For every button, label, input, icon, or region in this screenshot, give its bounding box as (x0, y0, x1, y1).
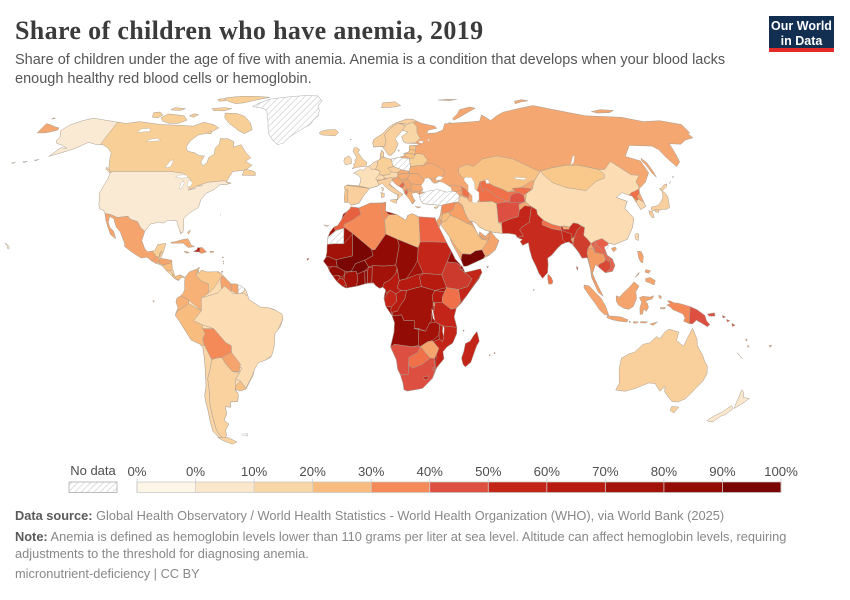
svg-text:30%: 30% (358, 464, 385, 479)
svg-text:90%: 90% (709, 464, 736, 479)
svg-text:60%: 60% (534, 464, 561, 479)
svg-text:0%: 0% (186, 464, 205, 479)
svg-text:0%: 0% (127, 464, 146, 479)
svg-text:20%: 20% (299, 464, 326, 479)
svg-text:10%: 10% (241, 464, 268, 479)
svg-text:40%: 40% (417, 464, 444, 479)
svg-text:100%: 100% (764, 464, 798, 479)
svg-text:50%: 50% (475, 464, 502, 479)
svg-text:70%: 70% (592, 464, 619, 479)
svg-text:80%: 80% (651, 464, 678, 479)
